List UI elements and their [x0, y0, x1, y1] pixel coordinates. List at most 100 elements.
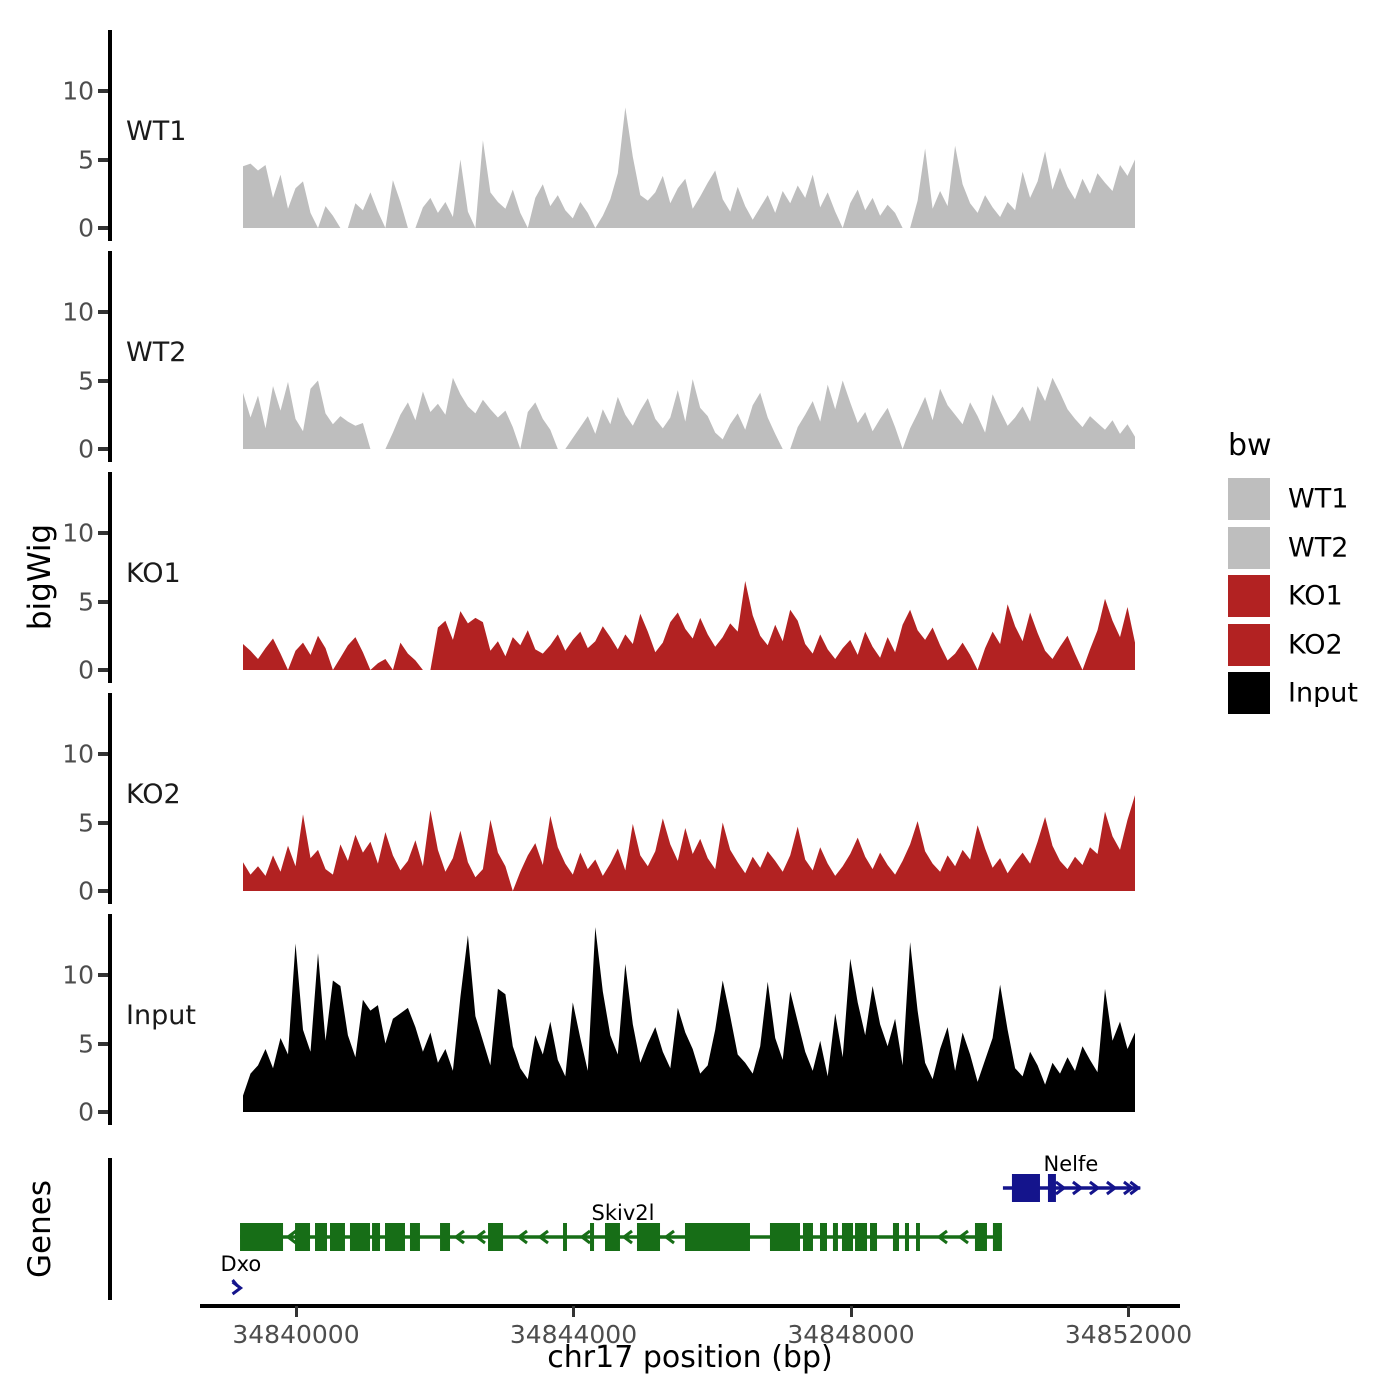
y-tick-label-wt2: 0 [78, 434, 94, 464]
legend-title: bw [1228, 428, 1272, 463]
x-tick-label: 34840000 [232, 1320, 360, 1349]
gene-body-dxo [231, 1279, 239, 1287]
exon-nelfe [1011, 1174, 1040, 1202]
signal-area-ko1 [243, 581, 1135, 670]
exon-skiv2l [372, 1223, 381, 1251]
y-tick-ko1 [98, 531, 108, 535]
y-tick-label-ko1: 10 [62, 518, 94, 548]
y-axis-line-ko1 [108, 472, 112, 683]
y-tick-label-wt1: 5 [78, 145, 94, 174]
exon-skiv2l [563, 1223, 567, 1251]
exon-nelfe [1047, 1174, 1056, 1202]
y-tick-wt2 [98, 447, 108, 451]
exon-skiv2l [974, 1223, 987, 1251]
signal-area-input [243, 927, 1135, 1112]
y-axis-line-input [108, 914, 112, 1125]
x-axis-line [200, 1304, 1180, 1308]
track-label-wt1: WT1 [126, 116, 187, 147]
track-area-ko1 [243, 581, 1135, 670]
legend-label-wt1: WT1 [1288, 483, 1349, 515]
exon-skiv2l [295, 1223, 311, 1251]
legend-label-wt2: WT2 [1288, 532, 1349, 563]
exon-skiv2l [349, 1223, 371, 1251]
gene-label-nelfe: Nelfe [1044, 1155, 1099, 1176]
exon-skiv2l [819, 1223, 827, 1251]
y-tick-label-wt2: 10 [62, 297, 94, 327]
track-label-input: Input [126, 1000, 196, 1031]
exon-skiv2l [488, 1223, 504, 1251]
y-axis-line-wt1 [108, 30, 112, 241]
y-tick-ko2 [98, 889, 108, 893]
y-axis-line-ko2 [108, 693, 112, 904]
exon-skiv2l [590, 1223, 595, 1251]
exon-skiv2l [904, 1223, 909, 1251]
legend-key-ko1 [1228, 575, 1270, 617]
exon-skiv2l [409, 1223, 420, 1251]
y-tick-label-ko2: 0 [78, 876, 94, 906]
y-tick-input [98, 1041, 108, 1046]
track-area-ko2 [243, 795, 1135, 891]
y-tick-label-wt1: 10 [62, 76, 94, 106]
x-tick-label: 34844000 [509, 1320, 638, 1349]
legend-key-wt2 [1228, 526, 1270, 569]
strand-arrow-icon [621, 1229, 633, 1245]
genes-models: Skiv2l Nelfe Dxo [220, 1155, 1141, 1296]
track-label-ko1: KO1 [126, 558, 181, 589]
x-tick-label: 34852000 [1064, 1320, 1193, 1349]
exon-skiv2l [385, 1223, 405, 1251]
track-area-wt2 [243, 377, 1135, 449]
strand-arrow-icon [1072, 1180, 1084, 1196]
x-tick [1127, 1306, 1130, 1317]
y-tick-label-wt2: 5 [78, 366, 94, 395]
strand-arrow-icon [1123, 1180, 1135, 1196]
exon-skiv2l [240, 1223, 284, 1251]
strand-arrow-icon [936, 1229, 948, 1245]
legend-label-ko2: KO2 [1288, 629, 1343, 660]
strand-arrow-icon [1055, 1180, 1067, 1196]
strand-arrow-icon [1129, 1180, 1141, 1196]
track-area-input [243, 927, 1135, 1112]
exon-skiv2l [636, 1223, 661, 1251]
exon-skiv2l [892, 1223, 900, 1251]
exon-skiv2l [315, 1223, 328, 1251]
exon-skiv2l [440, 1223, 451, 1251]
legend-label-ko1: KO1 [1288, 580, 1343, 612]
genes-axis-title: Genes [22, 1180, 58, 1278]
exon-skiv2l [855, 1223, 868, 1251]
y-axis-line-wt2 [108, 251, 112, 462]
legend-label-input: Input [1288, 677, 1358, 709]
y-tick-ko1 [98, 668, 108, 672]
y-tick-label-ko2: 5 [78, 808, 94, 837]
exon-skiv2l [684, 1223, 750, 1251]
y-tick-label-input: 0 [78, 1097, 94, 1127]
signal-area-wt1 [243, 107, 1135, 228]
strand-arrow-icon [957, 1229, 969, 1245]
x-tick [294, 1306, 298, 1317]
y-tick-ko2 [98, 752, 108, 756]
track-label-wt2: WT2 [126, 337, 187, 368]
y-tick-wt2 [98, 378, 108, 383]
track-label-ko2: KO2 [126, 779, 181, 810]
exon-skiv2l [870, 1223, 878, 1251]
gene-label-dxo: Dxo [220, 1252, 261, 1276]
x-tick [572, 1306, 575, 1317]
y-tick-ko1 [98, 599, 108, 604]
y-tick-wt1 [98, 157, 108, 162]
signal-area-wt2 [243, 377, 1135, 449]
exon-skiv2l [841, 1223, 854, 1251]
legend-key-wt1 [1228, 478, 1270, 520]
y-tick-label-wt1: 0 [78, 213, 94, 243]
legend-key-input [1228, 672, 1270, 714]
y-tick-ko2 [98, 820, 108, 825]
strand-arrow-icon [663, 1229, 675, 1245]
y-tick-label-ko1: 5 [78, 587, 94, 616]
y-tick-wt2 [98, 310, 108, 314]
strand-arrow-icon [1089, 1180, 1101, 1196]
exon-skiv2l [992, 1223, 1002, 1251]
strand-arrow-icon [453, 1229, 465, 1245]
strand-arrow-icon [474, 1229, 486, 1245]
y-tick-input [98, 1110, 108, 1114]
y-tick-label-input: 10 [62, 960, 94, 990]
y-tick-input [98, 973, 108, 977]
